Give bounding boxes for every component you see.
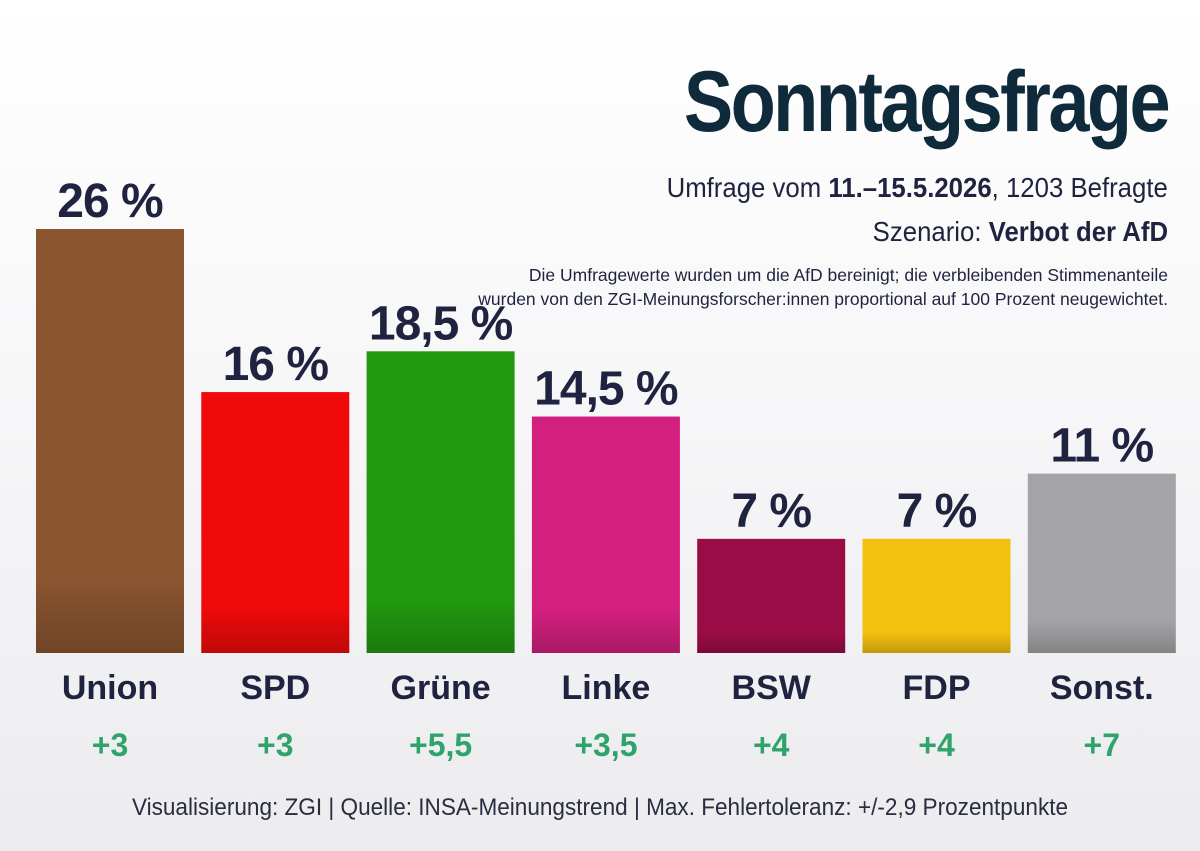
scenario-prefix: Szenario: bbox=[872, 216, 989, 247]
survey-respondents: , 1203 Befragte bbox=[991, 172, 1168, 203]
scenario-info: Szenario: Verbot der AfD bbox=[873, 216, 1168, 248]
category-label: Linke bbox=[561, 669, 650, 707]
value-label: 26 % bbox=[57, 175, 163, 228]
change-label: +5,5 bbox=[409, 727, 472, 763]
value-label: 7 % bbox=[731, 485, 811, 538]
bar-shade-6 bbox=[862, 538, 1011, 653]
change-label: +4 bbox=[918, 727, 955, 763]
bar-shade-3 bbox=[366, 351, 515, 653]
value-label: 18,5 % bbox=[369, 297, 513, 350]
change-label: +3,5 bbox=[574, 727, 637, 763]
change-label: +3 bbox=[257, 727, 293, 763]
method-note: Die Umfragewerte wurden um die AfD berei… bbox=[478, 265, 1168, 309]
survey-dates: 11.–15.5.2026 bbox=[828, 172, 992, 203]
survey-info: Umfrage vom 11.–15.5.2026, 1203 Befragte bbox=[667, 172, 1168, 204]
category-label: Sonst. bbox=[1050, 669, 1154, 707]
category-label: Union bbox=[62, 669, 158, 707]
source-footer: Visualisierung: ZGI | Quelle: INSA-Meinu… bbox=[131, 794, 1069, 821]
bar-shade-5 bbox=[697, 538, 846, 653]
category-label: BSW bbox=[732, 669, 812, 707]
value-label: 11 % bbox=[1050, 420, 1153, 473]
change-label: +4 bbox=[753, 727, 790, 763]
change-label: +3 bbox=[92, 727, 128, 763]
category-label: Grüne bbox=[391, 669, 491, 707]
bar-shade-2 bbox=[201, 392, 350, 653]
value-label: 14,5 % bbox=[534, 363, 678, 416]
chart-title: Sonntagsfrage bbox=[683, 54, 1171, 150]
scenario-name: Verbot der AfD bbox=[988, 216, 1168, 247]
bar-shade-7 bbox=[1027, 473, 1176, 653]
category-label: SPD bbox=[240, 669, 310, 707]
survey-prefix: Umfrage vom bbox=[666, 172, 829, 203]
bar-shade-4 bbox=[531, 416, 680, 653]
bar-shade-1 bbox=[36, 229, 184, 653]
change-label: +7 bbox=[1084, 727, 1120, 763]
value-label: 7 % bbox=[897, 485, 977, 538]
value-label: 16 % bbox=[223, 338, 329, 391]
category-label: FDP bbox=[903, 669, 971, 707]
